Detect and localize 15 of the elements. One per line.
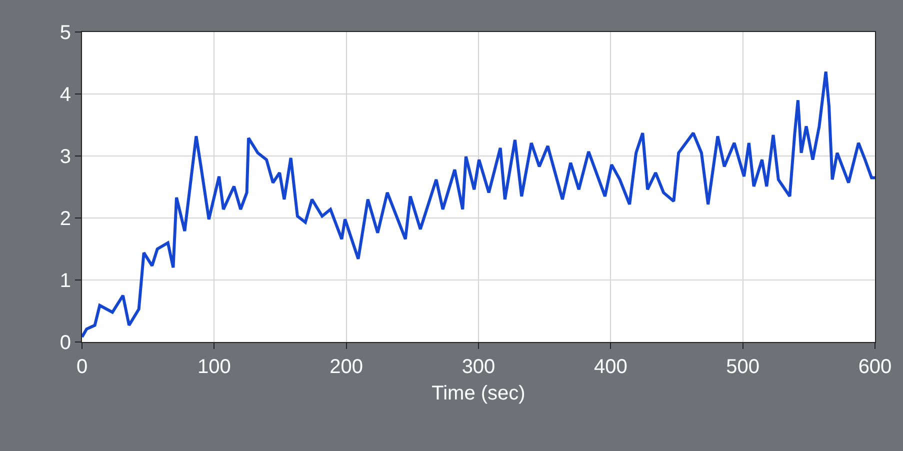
x-tick-label: 200 bbox=[330, 356, 364, 378]
x-axis-title: Time (sec) bbox=[432, 382, 526, 404]
y-tick-label: 4 bbox=[60, 84, 71, 106]
x-tick-label: 600 bbox=[858, 356, 892, 378]
x-tick-label: 0 bbox=[76, 356, 88, 378]
y-tick-label: 1 bbox=[60, 270, 71, 292]
y-tick-label: 2 bbox=[60, 208, 71, 230]
x-tick-label: 400 bbox=[594, 356, 628, 378]
y-tick-label: 5 bbox=[60, 22, 71, 44]
y-tick-label: 3 bbox=[60, 146, 71, 168]
x-tick-label: 100 bbox=[197, 356, 231, 378]
line-series bbox=[82, 70, 875, 339]
x-tick-label: 500 bbox=[726, 356, 760, 378]
y-tick-label: 0 bbox=[60, 332, 71, 354]
x-tick-label: 300 bbox=[462, 356, 496, 378]
